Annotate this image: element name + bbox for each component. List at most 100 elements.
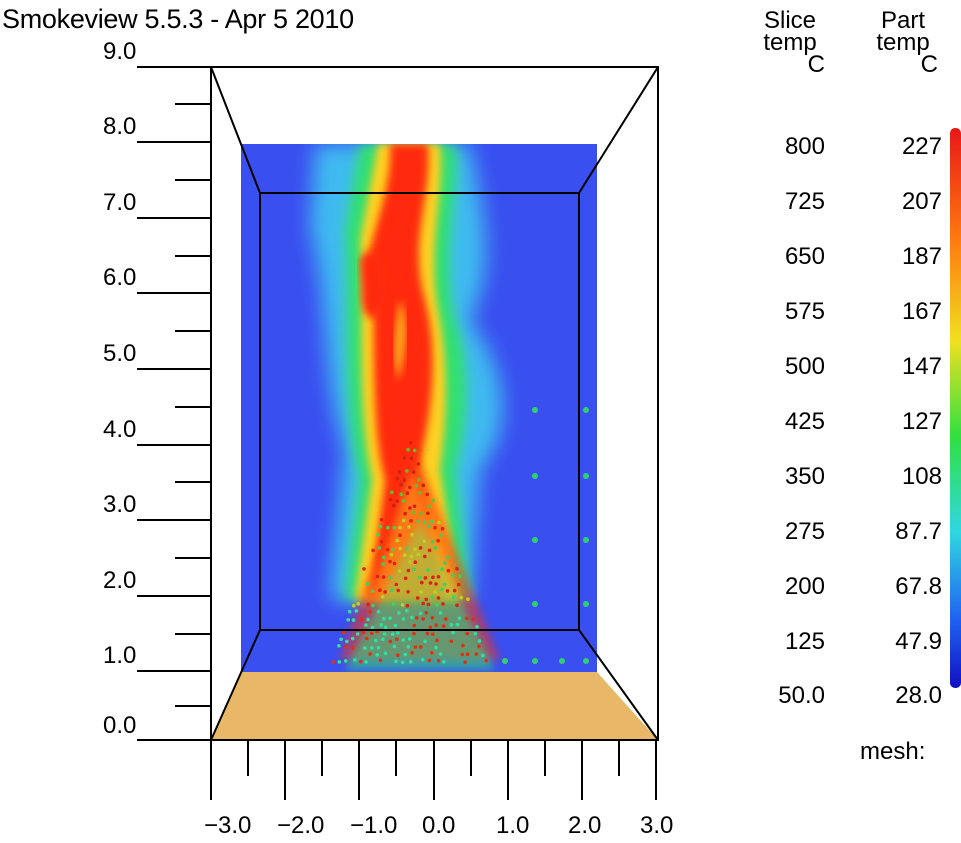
particle-dot — [431, 632, 435, 636]
particle-dot — [339, 637, 343, 642]
particle-dot — [460, 652, 465, 657]
particle-dot — [436, 539, 440, 543]
particle-dot — [449, 623, 454, 627]
particle-dot — [414, 484, 419, 488]
particle-dot — [445, 589, 450, 593]
particle-dot — [401, 499, 406, 503]
slice-value: 350 — [784, 463, 825, 490]
particle-dot — [449, 639, 454, 644]
particle-dot — [377, 546, 382, 550]
particle-dot — [359, 659, 363, 664]
particle-dot — [410, 615, 414, 620]
part-header-line1: Part — [880, 7, 925, 34]
particle-dot — [434, 645, 438, 650]
particle-dot — [389, 552, 394, 557]
particle-dot — [423, 554, 427, 559]
part-header: Part temp C — [868, 7, 938, 77]
particle-dot — [401, 638, 406, 642]
particle-dot — [408, 506, 412, 510]
particle-dot — [427, 548, 432, 553]
particle-dot — [391, 602, 396, 606]
particle-dot — [368, 610, 372, 614]
particle-dot — [436, 659, 441, 663]
particle-dot — [395, 538, 400, 543]
particle-dot — [395, 637, 399, 641]
particle-dot — [356, 602, 361, 606]
particle-dot — [409, 554, 414, 559]
particle-dot — [408, 560, 412, 564]
particle-dot — [392, 503, 396, 508]
particle-dot — [418, 611, 423, 616]
particle-dot — [394, 582, 399, 587]
part-value: 67.8 — [895, 573, 942, 600]
particle-dot — [451, 595, 456, 599]
particle-dot — [413, 547, 417, 551]
particle-dot — [451, 630, 455, 635]
particle-dot — [415, 596, 420, 600]
particle-dot — [430, 616, 435, 620]
particle-dot — [401, 617, 406, 621]
particle-dot — [412, 504, 417, 509]
part-value: 87.7 — [895, 518, 942, 545]
particle-dot — [409, 519, 413, 523]
particle-dot — [413, 560, 418, 564]
x-tick-label: 3.0 — [640, 812, 674, 839]
particle-dot — [399, 482, 404, 487]
y-tick-label: 7.0 — [103, 189, 137, 216]
temperature-plume — [310, 144, 503, 600]
particle-dot — [446, 555, 450, 560]
particle-dot — [436, 575, 441, 579]
particle-dot — [428, 625, 433, 630]
particle-dot — [410, 650, 414, 655]
y-tick-label: 0.0 — [103, 712, 137, 739]
particle-dot — [438, 533, 443, 537]
particle-dot — [427, 524, 431, 529]
particle-dot — [382, 555, 386, 560]
x-tick-label: −1.0 — [350, 812, 398, 839]
particle-dot — [474, 652, 479, 656]
particle-dot — [419, 511, 423, 516]
particle-dot — [435, 638, 439, 643]
particle-dot — [405, 491, 410, 496]
particle-dot — [433, 590, 438, 594]
particle-dot — [441, 602, 445, 606]
particle-dot — [352, 603, 356, 608]
particle-dot — [473, 631, 478, 636]
particle-dot — [392, 526, 397, 530]
particle-dot — [406, 447, 410, 452]
particle-dot — [383, 651, 388, 655]
particle-dot — [366, 602, 370, 607]
part-value: 207 — [901, 188, 942, 215]
particle-dot — [346, 618, 351, 622]
y-tick-label: 6.0 — [103, 264, 137, 291]
slice-header-line2: temp — [763, 29, 817, 56]
particle-dot — [403, 576, 408, 581]
particle-dot — [365, 636, 369, 641]
particle-dot — [354, 609, 359, 613]
slice-value: 200 — [784, 573, 825, 600]
particle-dot — [456, 582, 461, 587]
particle-dot — [451, 573, 455, 578]
particle-dot — [421, 601, 426, 606]
particle-dot — [395, 499, 400, 503]
particle-dot — [416, 462, 421, 466]
particle-dot — [481, 653, 485, 658]
particle-dot — [397, 569, 402, 573]
particle-dot — [402, 456, 407, 460]
particle-dot — [463, 660, 467, 664]
particle-dot — [431, 575, 435, 580]
x-tick-label: 1.0 — [496, 812, 530, 839]
particle-dot — [457, 616, 462, 620]
y-tick-label: 9.0 — [103, 38, 137, 65]
particle-dot — [383, 590, 387, 594]
particle-dot — [465, 616, 469, 620]
particle-dot — [345, 639, 349, 644]
particle-dot — [398, 533, 402, 537]
y-tick-label: 5.0 — [103, 340, 137, 367]
particle-dot — [416, 552, 420, 557]
particle-dot — [418, 490, 422, 495]
particle-dot — [459, 595, 464, 600]
particle-dot — [434, 623, 439, 627]
particle-dot — [427, 504, 431, 509]
